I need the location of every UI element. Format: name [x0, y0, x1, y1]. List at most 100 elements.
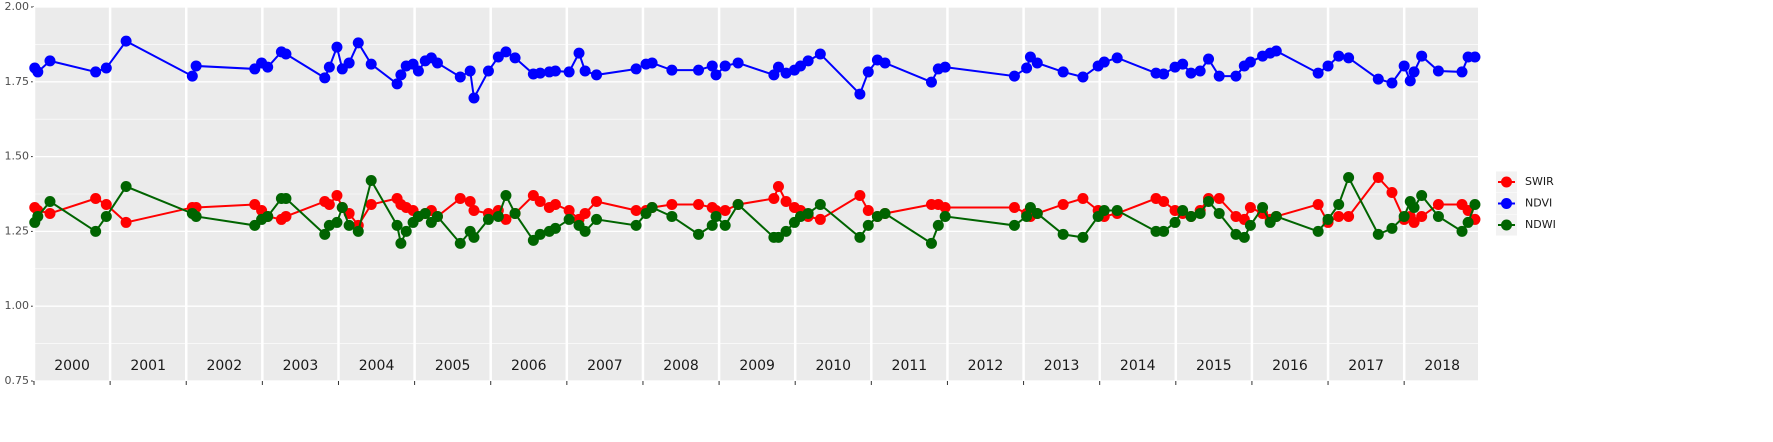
data-point [464, 195, 476, 207]
data-point [591, 213, 603, 225]
data-point [1244, 56, 1256, 68]
data-point [100, 210, 112, 222]
data-point [1462, 216, 1474, 228]
data-point [1372, 73, 1384, 85]
data-point [1008, 201, 1020, 213]
legend-label: SWIR [1525, 175, 1554, 188]
data-point [666, 64, 678, 76]
data-point [90, 192, 102, 204]
data-point [509, 52, 521, 64]
data-point [563, 204, 575, 216]
x-tick-label: 2005 [435, 358, 471, 374]
data-point [814, 198, 826, 210]
data-point [492, 210, 504, 222]
data-point [190, 210, 202, 222]
data-point [1312, 225, 1324, 237]
data-point [1098, 204, 1110, 216]
legend-key-point [1501, 198, 1512, 209]
x-tick-label: 2011 [892, 358, 928, 374]
data-point [262, 61, 274, 73]
data-point [563, 66, 575, 78]
data-point [1008, 219, 1020, 231]
data-point [780, 195, 792, 207]
data-point [454, 237, 466, 249]
data-point [549, 198, 561, 210]
data-point [365, 58, 377, 70]
y-tick-label: 2.00 [5, 0, 30, 13]
data-point [802, 207, 814, 219]
x-tick-label: 2004 [359, 358, 395, 374]
data-point [1312, 198, 1324, 210]
data-point [431, 210, 443, 222]
x-tick-label: 2017 [1348, 358, 1384, 374]
data-point [1008, 70, 1020, 82]
data-point [666, 198, 678, 210]
data-point [1031, 207, 1043, 219]
x-tick-label: 2009 [739, 358, 775, 374]
data-point [100, 198, 112, 210]
data-point [814, 213, 826, 225]
x-tick-label: 2015 [1196, 358, 1232, 374]
data-point [1203, 53, 1215, 65]
x-tick-label: 2007 [587, 358, 623, 374]
data-point [1333, 210, 1345, 222]
data-point [1194, 65, 1206, 77]
data-point [482, 65, 494, 77]
data-point [534, 228, 546, 240]
legend-label: NDWI [1525, 218, 1556, 231]
data-point [772, 181, 784, 193]
y-tick-label: 1.25 [5, 224, 30, 237]
data-point [468, 231, 480, 243]
data-point [500, 46, 512, 58]
data-point [549, 222, 561, 234]
data-point [666, 210, 678, 222]
data-point [1416, 210, 1428, 222]
data-point [365, 175, 377, 187]
data-point [343, 57, 355, 69]
data-point [90, 66, 102, 78]
data-point [1177, 204, 1189, 216]
data-point [1398, 210, 1410, 222]
data-point [468, 92, 480, 104]
data-point [706, 60, 718, 72]
data-point [719, 60, 731, 72]
data-point [630, 219, 642, 231]
y-tick-label: 0.75 [5, 374, 30, 387]
data-point [1322, 213, 1334, 225]
data-point [1077, 71, 1089, 83]
data-point [1404, 75, 1416, 87]
data-point [1469, 198, 1481, 210]
data-point [1372, 228, 1384, 240]
data-point [719, 219, 731, 231]
data-point [509, 207, 521, 219]
data-point [1158, 68, 1170, 80]
data-point [925, 237, 937, 249]
data-point [500, 189, 512, 201]
x-tick-label: 2018 [1424, 358, 1460, 374]
data-point [1408, 201, 1420, 213]
data-point [323, 198, 335, 210]
data-point [1408, 66, 1420, 78]
data-point [932, 219, 944, 231]
data-point [1021, 62, 1033, 74]
x-tick-label: 2002 [206, 358, 242, 374]
y-tick-label: 1.00 [5, 299, 30, 312]
data-point [319, 72, 331, 84]
data-point [391, 78, 403, 90]
data-point [1372, 172, 1384, 184]
data-point [44, 207, 56, 219]
data-point [563, 213, 575, 225]
data-point [939, 210, 951, 222]
data-point [44, 55, 56, 67]
data-point [854, 231, 866, 243]
data-point [1398, 60, 1410, 72]
data-point [1456, 225, 1468, 237]
legend-label: NDVI [1525, 197, 1552, 210]
data-point [331, 189, 343, 201]
data-point [646, 201, 658, 213]
data-point [879, 207, 891, 219]
data-point [482, 213, 494, 225]
data-point [780, 225, 792, 237]
data-point [862, 204, 874, 216]
